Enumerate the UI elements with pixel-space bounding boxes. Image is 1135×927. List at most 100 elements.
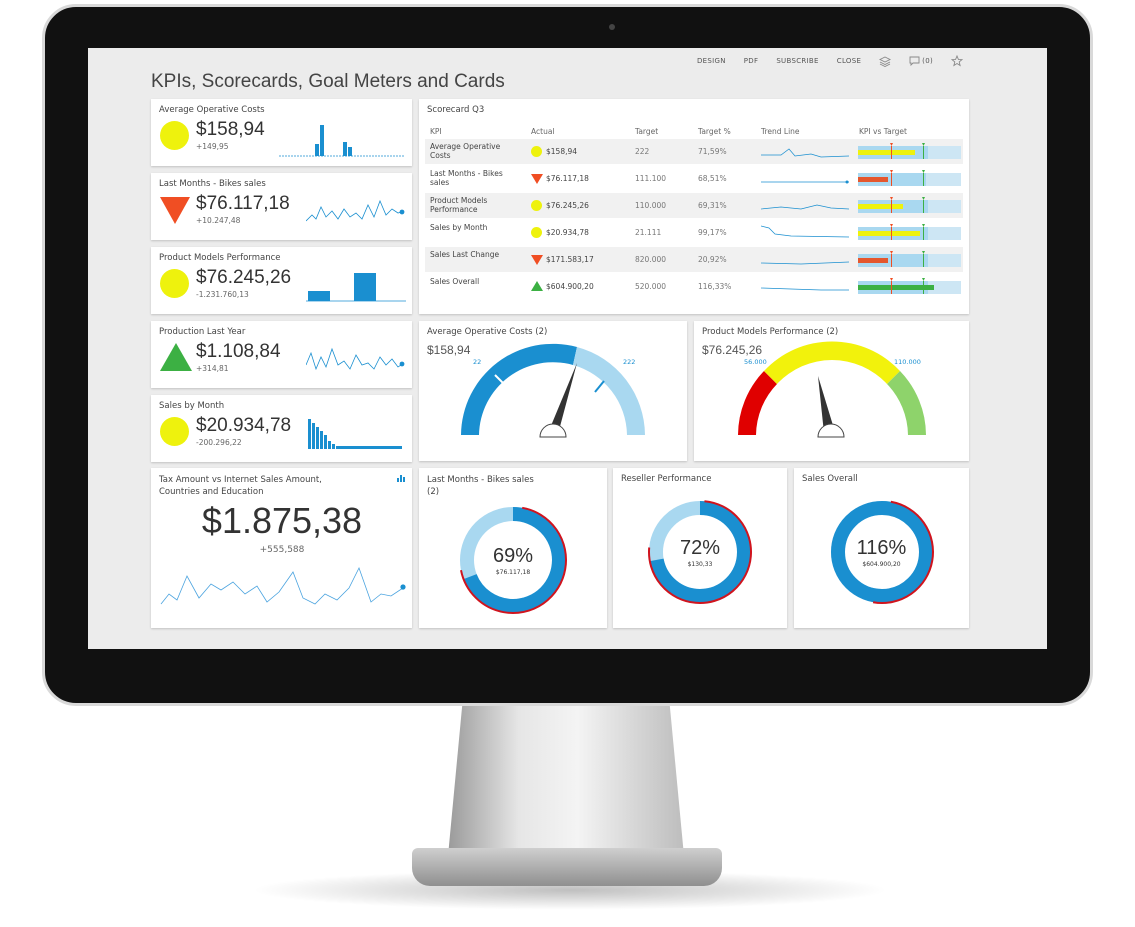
kpi-value: $76.117,18: [196, 193, 290, 214]
gauge-title: Product Models Performance (2): [702, 327, 839, 337]
gauge-panel-product-models-performance[interactable]: Product Models Performance (2) $76.245,2…: [694, 321, 969, 461]
row-actual: $604.900,20: [546, 282, 594, 291]
scorecard-title: Scorecard Q3: [427, 105, 485, 115]
kpi-delta: -200.296,22: [196, 438, 242, 447]
row-target: 222: [635, 147, 650, 156]
bullet-chart: [858, 143, 961, 159]
kpi-card-title: Production Last Year: [159, 327, 246, 337]
star-icon[interactable]: [951, 55, 963, 67]
gauge-max-label: 222: [623, 358, 636, 366]
close-button[interactable]: CLOSE: [836, 57, 862, 65]
donut-value: $130,33: [687, 561, 713, 568]
kpi-card-production-last-year[interactable]: Production Last Year $1.108,84 +314,81: [151, 321, 412, 388]
trend-sparkline: [761, 225, 849, 238]
trend-sparkline: [761, 148, 849, 158]
column-header-trend-line[interactable]: Trend Line: [761, 127, 800, 136]
donut-chart: [459, 506, 567, 614]
column-header-kpi-vs-target[interactable]: KPI vs Target: [859, 127, 907, 136]
pdf-button[interactable]: PDF: [743, 57, 759, 65]
toolbar: DESIGN PDF SUBSCRIBE CLOSE (0): [697, 55, 963, 67]
row-actual: $171.583,17: [546, 255, 594, 264]
donut-chart: [830, 500, 934, 604]
kpi-card-average-operative-costs[interactable]: Average Operative Costs $158,94 +149,95: [151, 99, 412, 166]
row-target: 21.111: [635, 228, 662, 237]
kpi-card-sales-by-month[interactable]: Sales by Month $20.934,78 -200.296,22: [151, 395, 412, 462]
row-target-pct: 68,51%: [698, 174, 727, 183]
dashboard-screen: DESIGN PDF SUBSCRIBE CLOSE (0) KPIs, Sco…: [88, 48, 1047, 649]
kpi-card-product-models-performance[interactable]: Product Models Performance $76.245,26 -1…: [151, 247, 412, 314]
column-header-target-pct[interactable]: Target %: [698, 127, 731, 136]
subscribe-button[interactable]: SUBSCRIBE: [776, 57, 819, 65]
table-row[interactable]: Sales Overall $604.900,20 520.000 116,33…: [425, 274, 963, 299]
row-target: 520.000: [635, 282, 667, 291]
column-header-target[interactable]: Target: [635, 127, 659, 136]
chart-icon[interactable]: [397, 474, 406, 482]
comments-button[interactable]: (0): [909, 56, 933, 66]
status-up-triangle-icon: [160, 343, 192, 371]
row-kpi: Last Months - Bikes sales: [430, 169, 503, 187]
kpi-card-last-months-bikes-sales[interactable]: Last Months - Bikes sales $76.117,18 +10…: [151, 173, 412, 240]
row-target-pct: 71,59%: [698, 147, 727, 156]
kpi-delta: +314,81: [196, 364, 229, 373]
comments-count: (0): [922, 57, 933, 65]
monitor-stand-neck: [448, 706, 684, 856]
line-sparkline: [160, 566, 406, 605]
table-row[interactable]: Last Months - Bikes sales $76.117,18 111…: [425, 166, 963, 191]
table-row[interactable]: Product Models Performance $76.245,26 11…: [425, 193, 963, 218]
kpi-card-title: Average Operative Costs: [159, 105, 265, 115]
table-row[interactable]: Average Operative Costs $158,94 222 71,5…: [425, 139, 963, 164]
design-button[interactable]: DESIGN: [696, 57, 726, 65]
kpi-value: $1.108,84: [196, 341, 281, 362]
row-target-pct: 20,92%: [698, 255, 727, 264]
status-circle-icon: [531, 146, 542, 157]
kpi-delta: +555,588: [259, 545, 305, 555]
status-circle-icon: [160, 121, 189, 150]
row-kpi: Sales by Month: [430, 223, 488, 232]
kpi-card-title: Tax Amount vs Internet Sales Amount, Cou…: [159, 475, 322, 497]
status-circle-icon: [531, 227, 542, 238]
row-kpi: Sales Overall: [430, 277, 480, 286]
row-target: 820.000: [635, 255, 667, 264]
kpi-card-tax-amount[interactable]: Tax Amount vs Internet Sales Amount, Cou…: [151, 468, 412, 628]
donut-percent: 69%: [492, 545, 534, 567]
gauge-value: $76.245,26: [702, 343, 763, 357]
donut-panel-sales-overall[interactable]: Sales Overall 116% $604.900,20: [794, 468, 969, 628]
column-header-kpi[interactable]: KPI: [430, 127, 442, 136]
trend-sparkline: [761, 287, 849, 291]
kpi-value: $20.934,78: [196, 415, 292, 436]
donut-panel-reseller-performance[interactable]: Reseller Performance 72% $130,33: [613, 468, 787, 628]
row-actual: $20.934,78: [546, 228, 589, 237]
donut-title: Reseller Performance: [621, 474, 712, 484]
gauge-min-label: 56.000: [744, 358, 767, 366]
table-row[interactable]: Sales Last Change $171.583,17 820.000 20…: [425, 247, 963, 272]
status-circle-icon: [160, 269, 189, 298]
monitor-stand-base: [412, 848, 722, 886]
bullet-chart: [858, 170, 961, 186]
donut-percent: 72%: [679, 537, 721, 559]
status-down-triangle-icon: [160, 197, 190, 224]
gauge-panel-average-operative-costs[interactable]: Average Operative Costs (2) $158,94 22 2…: [419, 321, 687, 461]
row-actual: $158,94: [546, 147, 578, 156]
row-actual: $76.245,26: [546, 201, 589, 210]
table-row[interactable]: Sales by Month $20.934,78 21.111 99,17%: [425, 220, 963, 245]
gauge-min-label: 22: [473, 358, 482, 366]
status-circle-icon: [531, 200, 542, 211]
bullet-chart: [858, 224, 961, 240]
donut-panel-last-months-bikes-sales[interactable]: Last Months - Bikes sales (2) 69% $76.11…: [419, 468, 607, 628]
trend-sparkline: [761, 261, 849, 265]
layers-icon[interactable]: [879, 55, 892, 67]
gauge-value: $158,94: [427, 343, 471, 357]
line-sparkline: [306, 347, 405, 371]
column-header-actual[interactable]: Actual: [531, 127, 555, 136]
gauge-title: Average Operative Costs (2): [427, 327, 548, 337]
row-kpi: Product Models Performance: [430, 196, 488, 214]
gauge-max-label: 110.000: [894, 358, 921, 366]
bullet-chart: [858, 197, 961, 213]
row-target-pct: 116,33%: [698, 282, 732, 291]
gauge-chart: [461, 343, 645, 438]
kpi-card-title: Sales by Month: [159, 401, 225, 411]
camera-icon: [609, 24, 615, 30]
row-actual: $76.117,18: [546, 174, 589, 183]
kpi-delta: +149,95: [196, 142, 229, 151]
status-down-triangle-icon: [531, 174, 543, 184]
